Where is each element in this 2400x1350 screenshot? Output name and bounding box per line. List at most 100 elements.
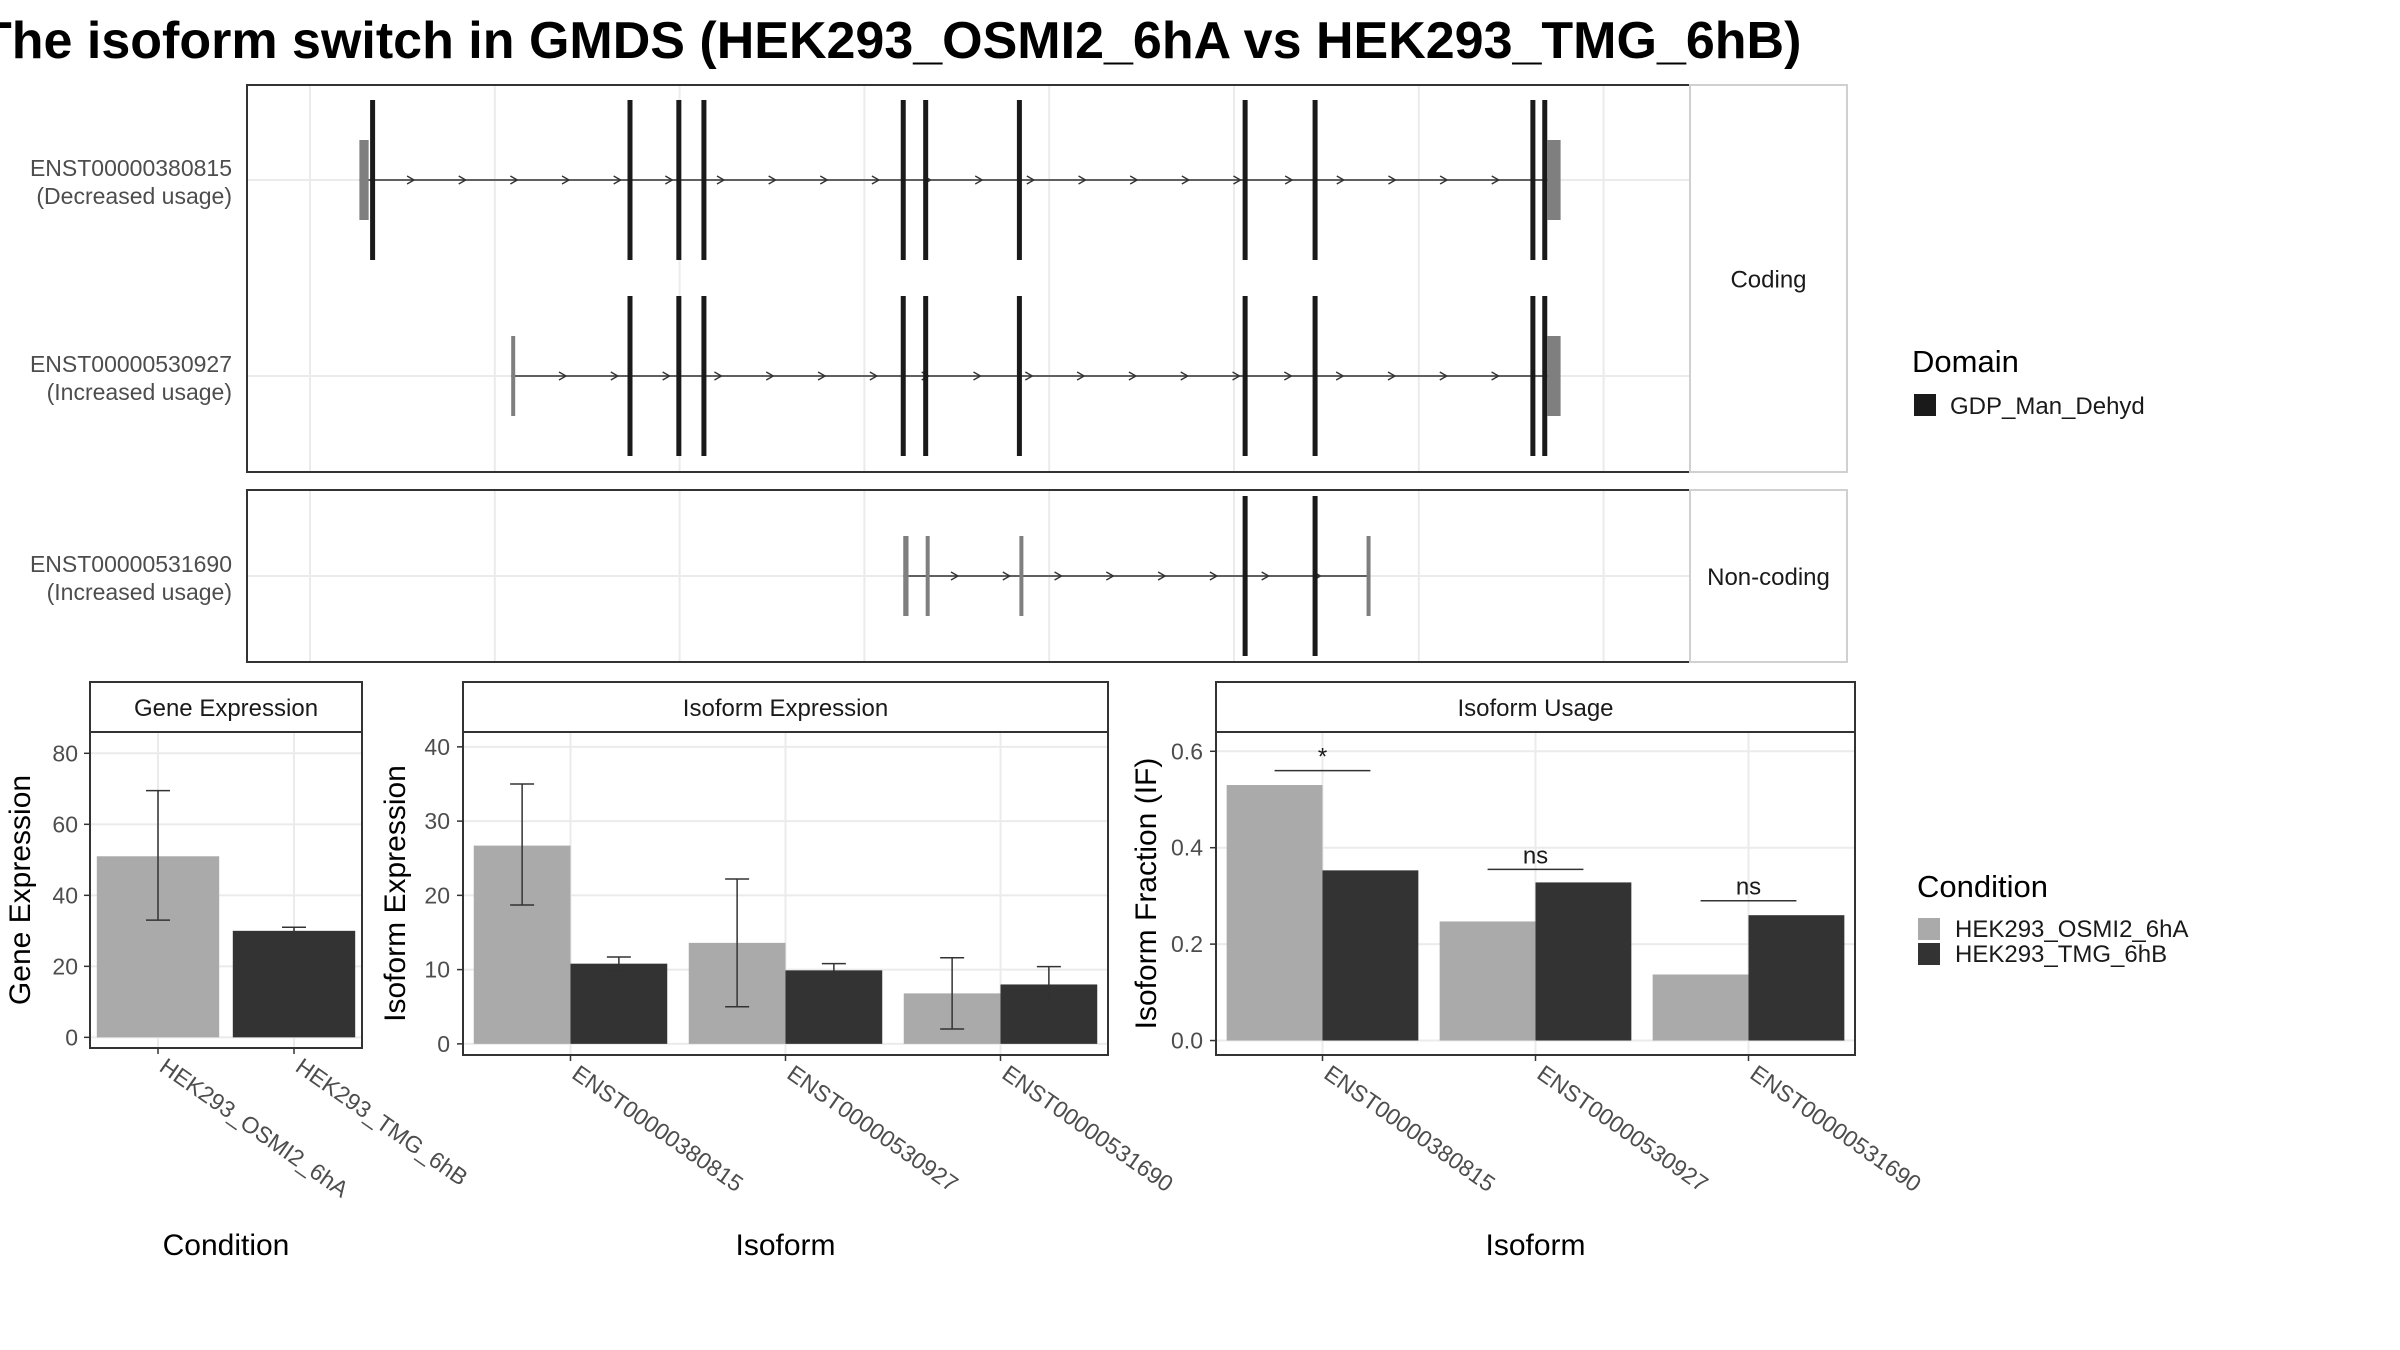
transcript-structure-plot: Coding Non-coding ENST00000380815(Decrease…: [30, 84, 1848, 663]
chart-title: Gene Expression: [134, 695, 318, 722]
transcript-ENST00000531690: ENST00000531690(Increased usage): [30, 496, 1371, 656]
transcript-ENST00000530927: ENST00000530927(Increased usage): [30, 296, 1561, 456]
y-tick-label: 0.4: [1171, 835, 1203, 861]
x-axis-title: Condition: [163, 1229, 290, 1262]
domain-exon: [1312, 100, 1318, 260]
strand-arrow: [662, 371, 672, 381]
strand-arrow: [1024, 371, 1034, 381]
domain-exon: [1016, 296, 1022, 456]
strand-arrow: [561, 175, 571, 185]
x-tick-label: ENST00000380815: [568, 1060, 748, 1197]
strand-arrow: [973, 371, 982, 381]
condition-legend-swatch: [1918, 943, 1940, 965]
strand-arrow: [1233, 175, 1242, 185]
y-tick-label: 40: [424, 734, 450, 760]
chart-panel-border: [89, 731, 363, 1049]
facet-strip-coding: [1689, 84, 1848, 473]
strand-arrow: [1105, 571, 1115, 581]
strand-arrow: [1439, 371, 1449, 381]
legends: Domain GDP_Man_Dehyd Condition HEK293_OSMI2…: [1912, 344, 2188, 968]
strand-arrow: [1491, 371, 1501, 381]
y-tick-label: 10: [424, 957, 450, 983]
bar-chart-3: Isoform Usage 0.0 0.2 0.4 0.6 * ns ns ENST000003…: [1130, 681, 1926, 1262]
domain-exon: [627, 100, 633, 260]
x-tick-label: ENST00000530927: [783, 1060, 963, 1197]
domain-exon: [1242, 296, 1248, 456]
domain-legend: Domain GDP_Man_Dehyd: [1912, 344, 2145, 420]
strand-arrow: [1388, 175, 1397, 185]
y-tick-label: 0: [437, 1031, 450, 1057]
utr-exon: [359, 140, 369, 220]
y-tick-label: 20: [52, 953, 78, 979]
strand-arrow: [950, 571, 960, 581]
facet-strip-label-coding: Coding: [1730, 267, 1806, 294]
domain-legend-label: GDP_Man_Dehyd: [1950, 393, 2145, 420]
transcript-usage-label: (Increased usage): [47, 379, 232, 405]
y-tick-label: 0: [65, 1024, 78, 1050]
strand-arrow: [1387, 371, 1397, 381]
bar-HEK293_OSMI2_6hA-ENST00000380815: [1226, 785, 1323, 1041]
strand-arrow: [1128, 371, 1138, 381]
strand-arrow: [714, 371, 723, 381]
y-tick-label: 0.0: [1171, 1028, 1203, 1054]
condition-legend-label: HEK293_OSMI2_6hA: [1955, 916, 2188, 943]
strand-arrow: [1284, 371, 1293, 381]
strand-arrow: [716, 175, 726, 185]
condition-legend-label: HEK293_TMG_6hB: [1955, 941, 2167, 968]
transcript-id-label: ENST00000380815: [30, 155, 232, 181]
strand-arrow: [1209, 571, 1219, 581]
utr-exon: [1366, 536, 1371, 616]
bar-HEK293_OSMI2_6hA-ENST00000531690: [1652, 974, 1749, 1041]
y-tick-label: 30: [424, 808, 450, 834]
bar-HEK293_TMG_6hB-ENST00000380815: [570, 963, 668, 1044]
strand-arrow: [869, 371, 879, 381]
significance-label: ns: [1736, 874, 1761, 901]
facet-strip-noncoding: [1689, 489, 1848, 663]
y-tick-label: 80: [52, 740, 78, 766]
strand-arrow: [1232, 371, 1241, 381]
bar-HEK293_TMG_6hB-ENST00000530927: [1535, 882, 1632, 1041]
x-tick-label: ENST00000380815: [1320, 1060, 1500, 1197]
strand-arrow: [1054, 571, 1063, 581]
significance-label: ns: [1523, 842, 1548, 869]
x-axis-title: Isoform: [1485, 1229, 1585, 1262]
domain-exon: [1242, 496, 1248, 656]
domain-exon: [1242, 100, 1248, 260]
chart-title: Isoform Usage: [1457, 695, 1613, 722]
bar-HEK293_TMG_6hB-ENST00000531690: [1748, 915, 1845, 1041]
condition-legend-swatch: [1918, 918, 1940, 940]
strand-arrow: [871, 175, 881, 185]
strand-arrow: [817, 371, 827, 381]
y-axis-title: Gene Expression: [4, 775, 37, 1005]
strand-arrow: [1491, 175, 1501, 185]
bar-HEK293_TMG_6hB: [232, 930, 356, 1038]
y-tick-label: 60: [52, 811, 78, 837]
x-axis-title: Isoform: [735, 1229, 835, 1262]
structure-panel-coding: [247, 85, 1690, 472]
domain-legend-swatch: [1914, 394, 1936, 416]
domain-exon: [1530, 100, 1536, 260]
utr-exon: [1019, 536, 1024, 616]
chart-strip: [89, 681, 363, 733]
strand-arrow: [768, 175, 778, 185]
bar-charts: Gene Expression020406080HEK293_OSMI2_6hA…: [4, 681, 1926, 1262]
strand-arrow: [1180, 371, 1190, 381]
bar-HEK293_TMG_6hB-ENST00000530927: [785, 970, 883, 1044]
y-tick-label: 40: [52, 882, 78, 908]
utr-exon: [1547, 336, 1561, 416]
domain-exon: [1016, 100, 1022, 260]
transcript-id-label: ENST00000530927: [30, 351, 232, 377]
strand-arrow: [406, 175, 416, 185]
y-tick-label: 0.6: [1171, 738, 1203, 764]
domain-exon: [370, 100, 376, 260]
transcript-ENST00000380815: ENST00000380815(Decreased usage): [30, 100, 1561, 260]
x-tick-label: ENST00000530927: [1533, 1060, 1713, 1197]
figure-title: The isoform switch in GMDS (HEK293_OSMI2…: [0, 12, 1801, 70]
transcript-id-label: ENST00000531690: [30, 551, 232, 577]
strand-arrow: [510, 175, 519, 185]
domain-exon: [1542, 296, 1548, 456]
domain-exon: [676, 100, 682, 260]
strand-arrow: [1181, 175, 1191, 185]
